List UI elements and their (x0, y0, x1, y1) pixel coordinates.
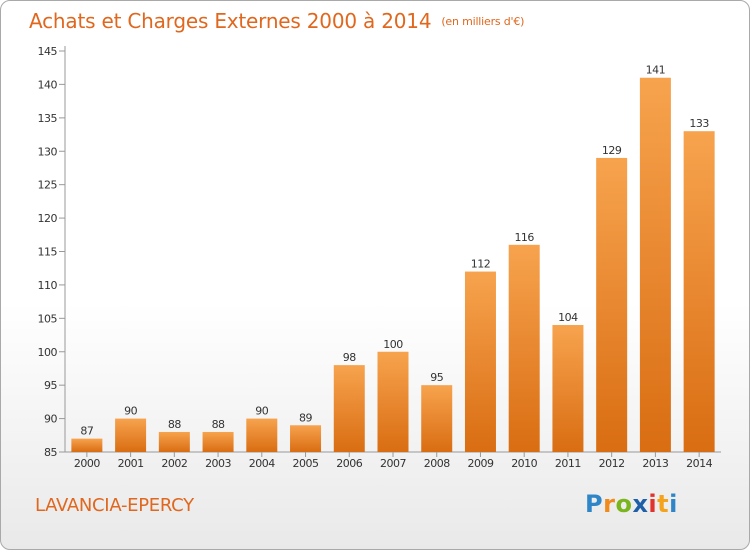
y-axis: 85 90 95 100 105 110 115 120 125 130 135 140 145 (38, 45, 66, 459)
bar-value-label: 104 (558, 311, 578, 324)
x-tick-label: 2008 (424, 457, 450, 470)
commune-name: LAVANCIA-EPERCY (35, 495, 194, 516)
x-tick-label: 2004 (249, 457, 275, 470)
bar (421, 385, 453, 452)
y-tick-label: 125 (38, 179, 58, 192)
bar (552, 325, 584, 452)
y-tick-label: 115 (38, 246, 58, 259)
bar-series: 87 90 88 88 90 89 98 100 95 112 116 104 129 141 133 (71, 64, 715, 452)
chart-title-text: Achats et Charges Externes 2000 à 2014 (29, 9, 432, 33)
y-tick-label: 130 (38, 145, 58, 158)
logo-letter: i (669, 490, 678, 518)
bar-value-label: 95 (430, 371, 443, 384)
bar-value-label: 98 (343, 351, 356, 364)
y-tick-label: 85 (44, 446, 57, 459)
y-tick-label: 105 (38, 312, 58, 325)
y-tick-label: 110 (38, 279, 58, 292)
x-tick-label: 2011 (555, 457, 581, 470)
bar (158, 431, 190, 452)
bar-value-label: 133 (689, 117, 709, 130)
x-tick-label: 2009 (467, 457, 493, 470)
logo-letter: P (585, 490, 604, 518)
x-tick-label: 2001 (118, 457, 144, 470)
bar (202, 431, 234, 452)
bar (115, 418, 147, 452)
bar-value-label: 112 (471, 258, 491, 271)
x-tick-label: 2013 (642, 457, 668, 470)
y-tick-label: 135 (38, 112, 58, 125)
bar-value-label: 88 (168, 418, 181, 431)
bar (377, 351, 409, 452)
logo-letter: r (603, 490, 616, 518)
x-tick-label: 2007 (380, 457, 406, 470)
bar-value-label: 90 (255, 405, 268, 418)
logo-letter: x (632, 490, 649, 518)
bar-value-label: 141 (646, 64, 666, 77)
y-tick-label: 90 (44, 413, 57, 426)
y-tick-label: 140 (38, 78, 58, 91)
y-tick-label: 120 (38, 212, 58, 225)
bar-value-label: 100 (383, 338, 403, 351)
bar (246, 418, 278, 452)
x-tick-label: 2000 (74, 457, 100, 470)
logo-letter: i (648, 490, 658, 518)
x-tick-label: 2014 (686, 457, 712, 470)
bar-value-label: 129 (602, 144, 622, 157)
bar-value-label: 116 (514, 231, 534, 244)
y-tick-label: 145 (38, 45, 58, 58)
proxiti-logo[interactable]: Proxiti (585, 490, 678, 518)
x-tick-label: 2002 (161, 457, 187, 470)
bar (290, 425, 322, 452)
bar (464, 271, 496, 452)
bar (333, 365, 365, 452)
bar (71, 438, 103, 452)
x-tick-label: 2006 (336, 457, 362, 470)
bar (683, 131, 715, 452)
bar (508, 244, 540, 452)
x-tick-label: 2003 (205, 457, 231, 470)
chart-title: Achats et Charges Externes 2000 à 2014 (e… (29, 9, 524, 33)
bar-value-label: 90 (124, 405, 137, 418)
logo-letter: o (615, 490, 633, 518)
x-tick-label: 2005 (293, 457, 319, 470)
bar-value-label: 89 (299, 411, 312, 424)
x-tick-label: 2010 (511, 457, 537, 470)
bar-value-label: 87 (80, 425, 93, 438)
bar (596, 157, 628, 452)
x-axis: 2000 2001 2002 2003 2004 2005 2006 2007 2008 2009… (65, 451, 721, 470)
bar (639, 77, 671, 452)
y-tick-label: 100 (38, 346, 58, 359)
chart-unit-label: (en milliers d'€) (441, 15, 525, 28)
x-tick-label: 2012 (599, 457, 625, 470)
logo-letter: t (657, 490, 670, 518)
y-tick-label: 95 (44, 379, 57, 392)
bar-value-label: 88 (212, 418, 225, 431)
